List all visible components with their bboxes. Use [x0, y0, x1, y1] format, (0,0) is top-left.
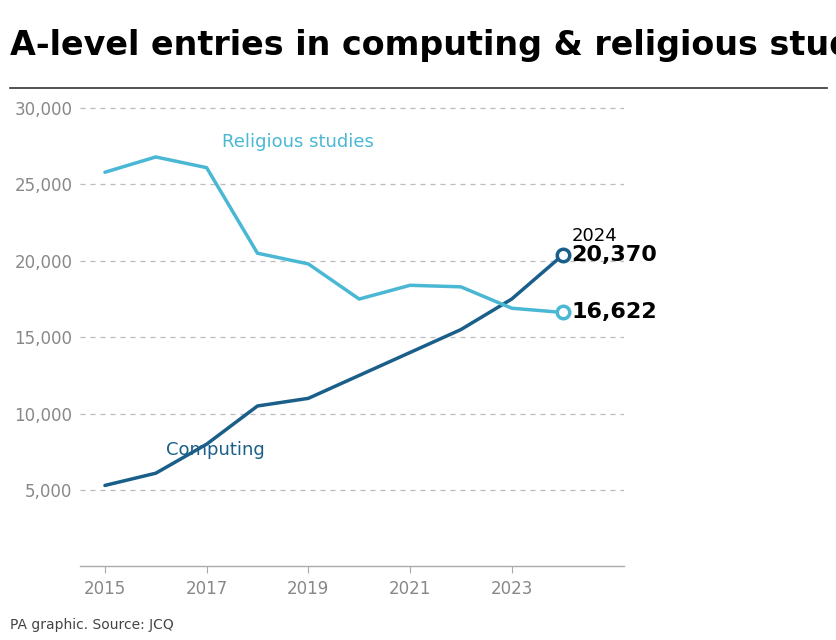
Text: A-level entries in computing & religious studies: A-level entries in computing & religious… [10, 29, 836, 62]
Text: 2024: 2024 [571, 227, 617, 244]
Text: Religious studies: Religious studies [222, 133, 374, 151]
Text: Computing: Computing [166, 442, 264, 460]
Text: PA graphic. Source: JCQ: PA graphic. Source: JCQ [10, 618, 174, 632]
Text: 20,370: 20,370 [571, 245, 657, 265]
Text: 16,622: 16,622 [571, 303, 656, 323]
